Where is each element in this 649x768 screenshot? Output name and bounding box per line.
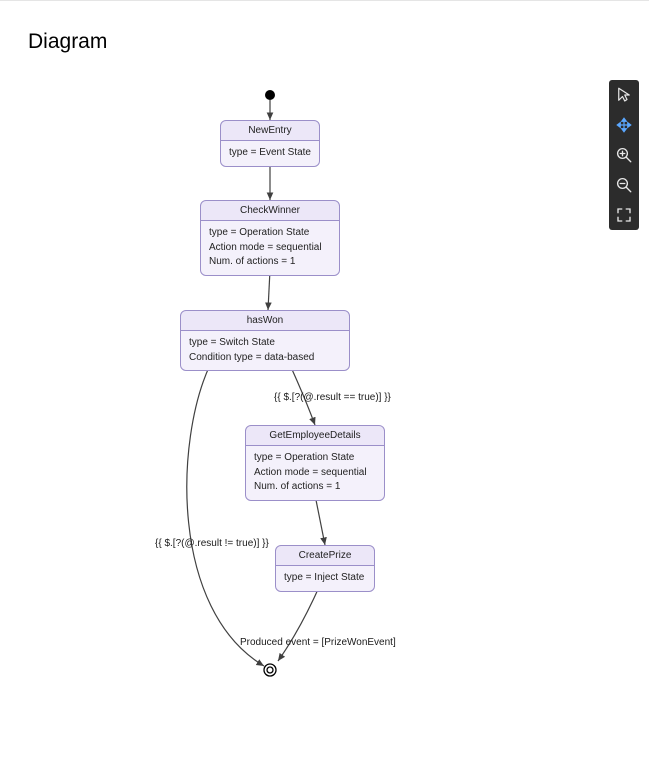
node-body: type = Switch StateCondition type = data…: [181, 331, 349, 370]
node-body: type = Operation StateAction mode = sequ…: [201, 221, 339, 275]
pan-tool[interactable]: [609, 110, 639, 140]
zoom-in-tool[interactable]: [609, 140, 639, 170]
node-title: NewEntry: [221, 121, 319, 141]
edge-label: {{ $.[?(@.result != true)] }}: [155, 538, 269, 549]
top-divider: [0, 0, 649, 1]
start-node: [265, 90, 275, 100]
diagram-edges: [0, 70, 590, 768]
diagram-canvas[interactable]: NewEntrytype = Event StateCheckWinnertyp…: [0, 70, 590, 768]
pointer-tool[interactable]: [609, 80, 639, 110]
page-title: Diagram: [28, 30, 107, 54]
node-prop: Condition type = data-based: [189, 351, 341, 366]
node-prop: type = Switch State: [189, 336, 341, 351]
diagram-toolbar: [609, 80, 639, 230]
node-body: type = Inject State: [276, 566, 374, 591]
node-prop: type = Operation State: [254, 451, 376, 466]
node-prop: Num. of actions = 1: [209, 255, 331, 270]
edge-label: {{ $.[?(@.result == true)] }}: [274, 392, 391, 403]
node-body: type = Event State: [221, 141, 319, 166]
node-prop: Num. of actions = 1: [254, 480, 376, 495]
node-createPrize[interactable]: CreatePrize type = Inject State: [275, 545, 375, 592]
node-title: CreatePrize: [276, 546, 374, 566]
node-prop: Action mode = sequential: [209, 241, 331, 256]
node-title: CheckWinner: [201, 201, 339, 221]
node-title: hasWon: [181, 311, 349, 331]
node-getEmp[interactable]: GetEmployeeDetailstype = Operation State…: [245, 425, 385, 501]
node-body: type = Operation StateAction mode = sequ…: [246, 446, 384, 500]
node-newEntry[interactable]: NewEntry type = Event State: [220, 120, 320, 167]
node-title: GetEmployeeDetails: [246, 426, 384, 446]
edge-label: Produced event = [PrizeWonEvent]: [240, 637, 396, 648]
node-checkWinner[interactable]: CheckWinnertype = Operation StateAction …: [200, 200, 340, 276]
node-prop: type = Operation State: [209, 226, 331, 241]
fit-tool[interactable]: [609, 200, 639, 230]
node-prop: Action mode = sequential: [254, 466, 376, 481]
node-prop: type = Inject State: [284, 571, 366, 586]
node-hasWon[interactable]: hasWontype = Switch StateCondition type …: [180, 310, 350, 371]
zoom-out-tool[interactable]: [609, 170, 639, 200]
end-node: [263, 663, 277, 677]
node-prop: type = Event State: [229, 146, 311, 161]
